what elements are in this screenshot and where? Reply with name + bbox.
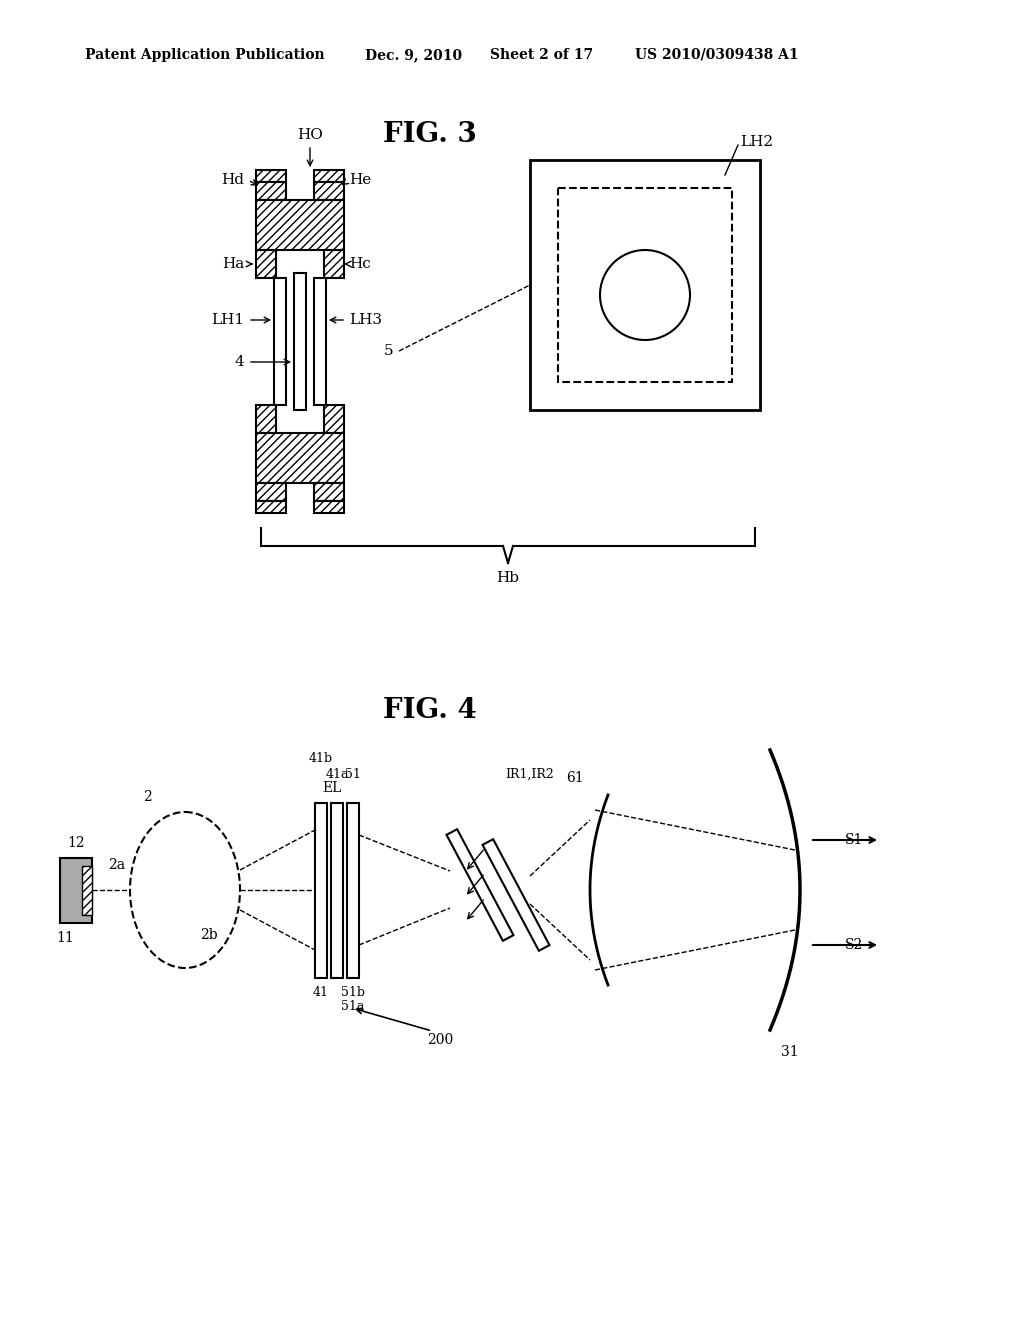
Text: LH3: LH3	[349, 313, 382, 327]
Text: 61: 61	[566, 771, 584, 785]
Text: Dec. 9, 2010: Dec. 9, 2010	[365, 48, 462, 62]
Text: 41: 41	[313, 986, 329, 999]
Text: 200: 200	[427, 1034, 454, 1047]
Text: IR1,IR2: IR1,IR2	[505, 768, 554, 781]
Text: HO: HO	[297, 128, 323, 143]
Text: 51b: 51b	[341, 986, 365, 999]
Text: 4: 4	[234, 355, 244, 370]
Bar	[294, 273, 306, 411]
Text: US 2010/0309438 A1: US 2010/0309438 A1	[635, 48, 799, 62]
Bar	[256, 249, 276, 279]
Bar	[256, 405, 276, 433]
Bar	[530, 160, 760, 411]
Bar	[324, 405, 344, 433]
Bar	[82, 866, 92, 915]
Bar	[331, 803, 343, 978]
Text: 5: 5	[384, 345, 393, 358]
Text: S1: S1	[845, 833, 863, 847]
Text: 11: 11	[56, 931, 74, 945]
Text: He: He	[349, 173, 372, 187]
Text: 51a: 51a	[341, 1001, 365, 1012]
Bar	[256, 182, 286, 201]
Text: 2: 2	[142, 789, 152, 804]
Text: 31: 31	[781, 1045, 799, 1059]
Bar	[256, 170, 286, 182]
Bar	[274, 279, 286, 405]
Bar	[314, 279, 326, 405]
Text: 2a: 2a	[108, 858, 125, 873]
Polygon shape	[482, 840, 550, 950]
Text: S2: S2	[845, 939, 863, 952]
Text: Sheet 2 of 17: Sheet 2 of 17	[490, 48, 593, 62]
Text: 41b: 41b	[309, 752, 333, 766]
Text: Patent Application Publication: Patent Application Publication	[85, 48, 325, 62]
Text: LH2: LH2	[740, 135, 773, 149]
Text: 12: 12	[68, 836, 85, 850]
Bar	[347, 803, 359, 978]
Text: 41a: 41a	[326, 768, 349, 781]
Text: Ha: Ha	[222, 257, 244, 271]
Text: Hb: Hb	[497, 572, 519, 585]
Bar	[256, 433, 344, 483]
Bar	[315, 803, 327, 978]
Text: Hd: Hd	[221, 173, 244, 187]
Bar	[324, 249, 344, 279]
Bar	[314, 502, 344, 513]
Bar	[256, 483, 286, 502]
Polygon shape	[446, 829, 513, 941]
Bar	[558, 187, 732, 381]
Text: FIG. 3: FIG. 3	[383, 121, 477, 149]
Text: Hc: Hc	[349, 257, 371, 271]
Bar	[256, 502, 286, 513]
Text: FIG. 4: FIG. 4	[383, 697, 477, 723]
Bar	[314, 483, 344, 502]
Bar	[314, 182, 344, 201]
Text: EL: EL	[323, 781, 342, 795]
Text: LH1: LH1	[211, 313, 244, 327]
Bar	[314, 170, 344, 182]
Bar	[60, 858, 92, 923]
Text: 51: 51	[345, 768, 360, 781]
Bar	[256, 201, 344, 249]
Text: 2b: 2b	[200, 928, 218, 942]
